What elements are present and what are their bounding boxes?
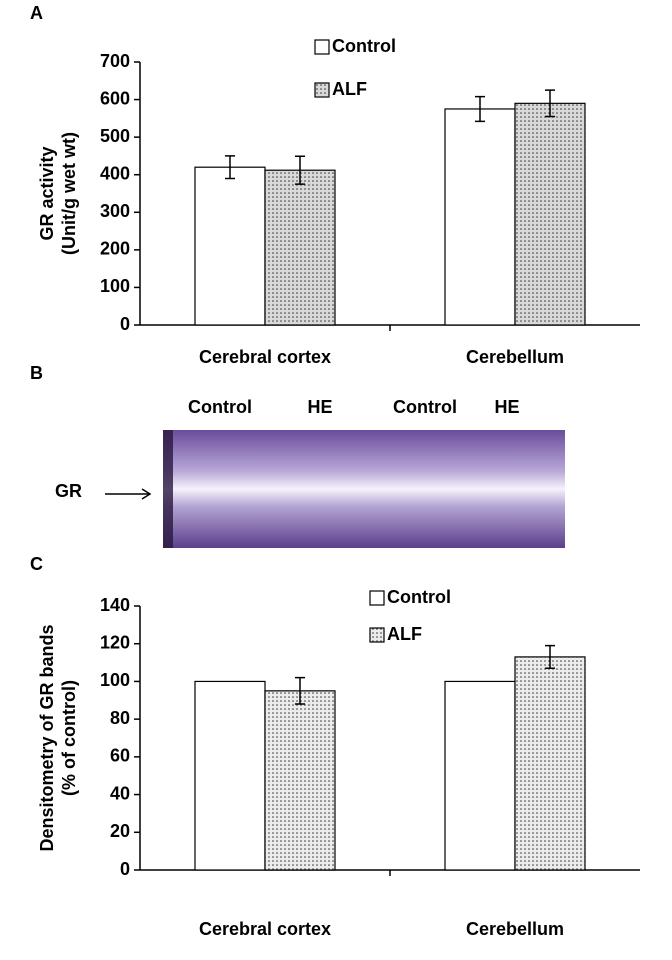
y-axis-title: (Unit/g wet wt) xyxy=(59,132,79,255)
error-bar xyxy=(545,89,555,118)
bar xyxy=(514,656,586,871)
y-tick-label: 60 xyxy=(110,746,130,766)
y-tick-label: 500 xyxy=(100,126,130,146)
legend-label: ALF xyxy=(332,79,367,99)
y-tick-label: 600 xyxy=(100,88,130,108)
bar xyxy=(444,680,516,871)
gel-image xyxy=(163,430,565,548)
lane-label: Control xyxy=(188,397,252,417)
bar xyxy=(194,166,266,326)
y-axis-title: (% of control) xyxy=(59,680,79,796)
x-tick-label: Cerebellum xyxy=(466,919,564,939)
legend-pattern xyxy=(315,83,329,97)
bar xyxy=(444,108,516,326)
y-tick-label: 100 xyxy=(100,276,130,296)
legend-swatch xyxy=(314,39,330,55)
panel-label: C xyxy=(30,554,43,574)
bar xyxy=(514,102,586,326)
legend-label: Control xyxy=(332,36,396,56)
panel-label: B xyxy=(30,363,43,383)
band-label: GR xyxy=(55,481,82,501)
arrow-head xyxy=(141,488,152,500)
y-axis-title: GR activity xyxy=(37,146,57,240)
error-bar xyxy=(295,676,305,705)
bar xyxy=(194,680,266,871)
x-tick-label: Cerebral cortex xyxy=(199,919,331,939)
y-tick-label: 140 xyxy=(100,595,130,615)
legend-label: ALF xyxy=(387,624,422,644)
y-tick-label: 300 xyxy=(100,201,130,221)
error-bar xyxy=(295,155,305,185)
panel-label: A xyxy=(30,3,43,23)
y-tick-label: 700 xyxy=(100,51,130,71)
error-bar xyxy=(545,644,555,669)
legend-pattern xyxy=(370,628,384,642)
y-tick-label: 400 xyxy=(100,163,130,183)
lane-label: HE xyxy=(494,397,519,417)
y-tick-label: 0 xyxy=(120,314,130,334)
error-bar xyxy=(225,155,235,180)
y-axis-title: Densitometry of GR bands xyxy=(37,624,57,851)
y-tick-label: 20 xyxy=(110,821,130,841)
y-tick-label: 40 xyxy=(110,783,130,803)
y-tick-label: 120 xyxy=(100,632,130,652)
y-tick-label: 200 xyxy=(100,239,130,259)
lane-label: Control xyxy=(393,397,457,417)
legend-label: Control xyxy=(387,587,451,607)
gel-edge xyxy=(163,430,173,548)
bar xyxy=(264,690,336,871)
y-tick-label: 100 xyxy=(100,670,130,690)
bar xyxy=(264,169,336,326)
x-tick-label: Cerebral cortex xyxy=(199,347,331,367)
lane-label: HE xyxy=(307,397,332,417)
y-tick-label: 80 xyxy=(110,708,130,728)
y-tick-label: 0 xyxy=(120,859,130,879)
x-tick-label: Cerebellum xyxy=(466,347,564,367)
error-bar xyxy=(475,95,485,123)
legend-swatch xyxy=(369,590,385,606)
